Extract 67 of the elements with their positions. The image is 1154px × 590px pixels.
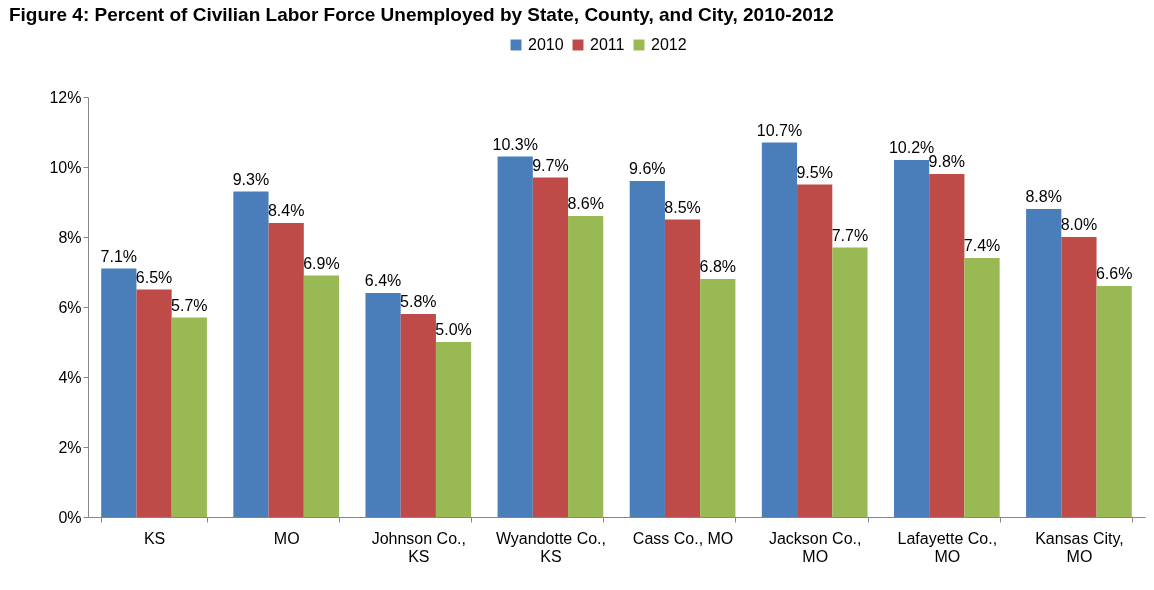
x-tick-label: Jackson Co., MO — [768, 529, 862, 565]
data-label: 8.8% — [1025, 188, 1062, 205]
x-tick-label: MO — [273, 529, 300, 547]
data-label: 9.7% — [532, 156, 569, 174]
bar — [964, 258, 1000, 517]
x-tick-label: Kansas City, MO — [1035, 529, 1124, 565]
x-tick-label: Cass Co., MO — [632, 529, 734, 547]
data-label: 5.8% — [400, 293, 437, 310]
bar — [1096, 286, 1132, 517]
bar — [171, 317, 207, 517]
legend-label: 2010 — [528, 36, 564, 53]
data-label: 10.3% — [492, 135, 538, 153]
bar — [700, 279, 736, 517]
y-tick-label: 0% — [58, 508, 82, 526]
data-label: 10.7% — [756, 121, 803, 139]
y-tick-label: 8% — [58, 228, 82, 246]
data-label: 7.4% — [963, 237, 1001, 254]
data-label: 6.4% — [364, 272, 402, 289]
bar — [268, 223, 304, 517]
x-tick-label: Lafayette Co., MO — [897, 529, 998, 565]
bar — [568, 216, 604, 517]
data-label: 8.0% — [1060, 216, 1098, 233]
bar — [400, 314, 436, 517]
bar — [233, 191, 269, 517]
data-label: 10.2% — [888, 139, 935, 156]
x-tick-label: Johnson Co., KS — [371, 529, 466, 565]
bar — [832, 247, 868, 517]
data-label: 9.8% — [928, 153, 966, 170]
bar — [761, 142, 798, 517]
legend-label: 2012 — [651, 36, 687, 53]
bar — [101, 268, 137, 517]
y-tick-label: 4% — [58, 368, 82, 386]
bar — [893, 160, 930, 517]
data-label: 6.5% — [135, 268, 173, 286]
y-tick-label: 2% — [58, 438, 82, 456]
data-label: 6.9% — [303, 254, 340, 272]
data-label: 6.6% — [1095, 265, 1133, 282]
y-tick-label: 10% — [49, 158, 82, 176]
bar — [365, 293, 401, 517]
data-label: 9.3% — [232, 170, 270, 188]
data-label: 7.1% — [100, 247, 138, 265]
bar — [929, 174, 965, 517]
y-tick-label: 6% — [58, 298, 82, 316]
data-label: 8.5% — [664, 198, 701, 216]
bar — [1061, 237, 1097, 517]
data-label: 5.7% — [171, 296, 208, 314]
bar — [664, 219, 701, 517]
bar — [497, 156, 533, 517]
data-label: 9.6% — [629, 160, 666, 177]
bar — [303, 275, 340, 517]
legend-label: 2011 — [590, 36, 625, 53]
data-label: 6.8% — [699, 258, 737, 275]
x-tick-label: Wyandotte Co., KS — [495, 529, 607, 565]
data-label: 8.6% — [567, 195, 604, 212]
bar — [136, 289, 172, 517]
data-label: 8.4% — [267, 202, 305, 219]
data-label: 7.7% — [831, 226, 869, 244]
bar — [629, 181, 665, 517]
x-tick-label: KS — [143, 529, 166, 547]
data-label: 5.0% — [435, 321, 472, 338]
y-tick-label: 12% — [49, 88, 82, 106]
bar — [797, 184, 833, 517]
bar — [435, 342, 472, 517]
bar — [1026, 209, 1062, 517]
bar — [532, 177, 569, 517]
chart-title: Figure 4: Percent of Civilian Labor Force Unemployed by State, County, and City, 2010-2012 — [8, 4, 834, 25]
data-label: 9.5% — [796, 163, 833, 181]
